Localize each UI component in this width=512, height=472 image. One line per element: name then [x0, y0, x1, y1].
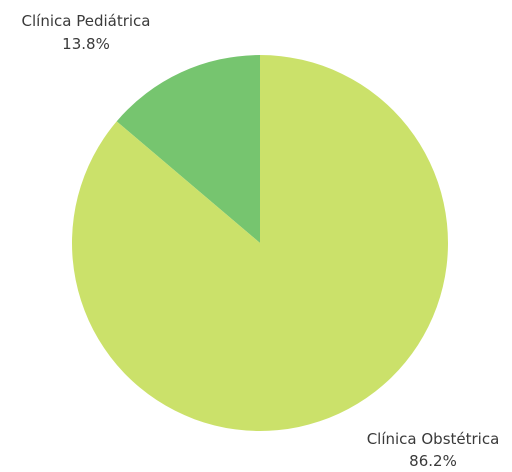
pie-slices	[71, 55, 448, 431]
slice-label-name-clinica-obstetrica: Clínica Obstétrica	[367, 430, 500, 448]
pie-slice-clinica-obstetrica	[71, 55, 448, 431]
slice-label-value-clinica-pediatrica: 13.8%	[62, 35, 110, 53]
slice-label-name-clinica-pediatrica: Clínica Pediátrica	[22, 12, 151, 30]
slice-label-value-clinica-obstetrica: 86.2%	[409, 452, 457, 470]
pie-slice-clinica-pediatrica	[116, 55, 260, 243]
